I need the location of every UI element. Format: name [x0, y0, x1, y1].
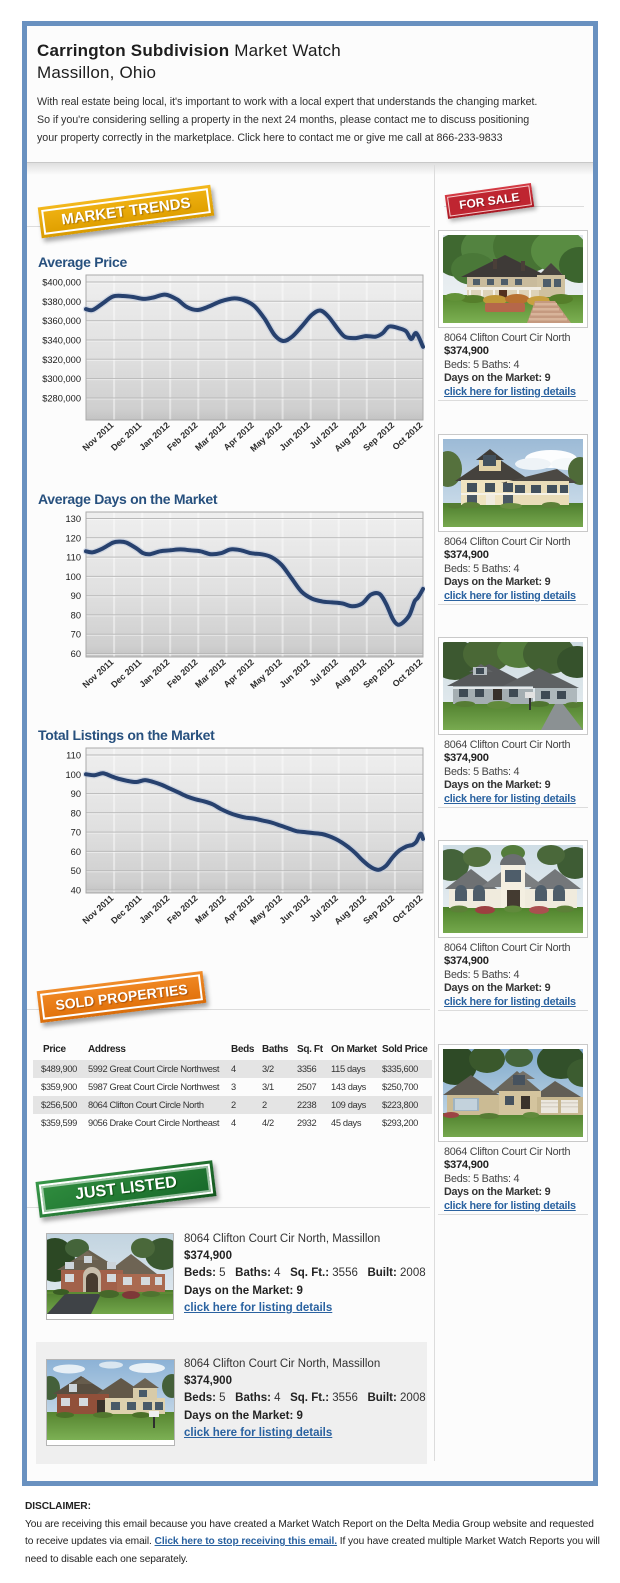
- svg-text:120: 120: [65, 533, 81, 543]
- svg-text:$380,000: $380,000: [42, 297, 81, 307]
- svg-text:Mar 2012: Mar 2012: [193, 420, 228, 453]
- svg-text:Mar 2012: Mar 2012: [193, 657, 228, 690]
- svg-text:Dec 2011: Dec 2011: [109, 420, 144, 453]
- svg-text:60: 60: [71, 847, 81, 857]
- svg-text:80: 80: [71, 808, 81, 818]
- svg-text:50: 50: [71, 866, 81, 876]
- svg-text:60: 60: [71, 649, 81, 659]
- svg-text:$360,000: $360,000: [42, 316, 81, 326]
- svg-text:$320,000: $320,000: [42, 355, 81, 365]
- svg-text:110: 110: [66, 751, 81, 761]
- svg-text:80: 80: [71, 610, 81, 620]
- svg-text:70: 70: [71, 828, 81, 838]
- svg-text:Jun 2012: Jun 2012: [277, 420, 312, 453]
- svg-text:Dec 2011: Dec 2011: [109, 893, 144, 926]
- svg-text:Jun 2012: Jun 2012: [277, 657, 312, 690]
- svg-text:Oct 2012: Oct 2012: [390, 420, 424, 452]
- svg-text:Jun 2012: Jun 2012: [277, 893, 312, 926]
- svg-text:90: 90: [71, 789, 81, 799]
- svg-text:Oct 2012: Oct 2012: [390, 893, 424, 925]
- svg-text:130: 130: [65, 514, 81, 524]
- svg-text:Sep 2012: Sep 2012: [361, 420, 396, 453]
- svg-text:100: 100: [65, 572, 81, 582]
- svg-text:Mar 2012: Mar 2012: [193, 893, 228, 926]
- svg-text:100: 100: [65, 770, 81, 780]
- svg-text:Sep 2012: Sep 2012: [361, 657, 396, 690]
- svg-text:90: 90: [71, 591, 81, 601]
- svg-text:Oct 2012: Oct 2012: [390, 657, 424, 689]
- svg-text:$280,000: $280,000: [42, 394, 81, 404]
- svg-text:$400,000: $400,000: [42, 278, 81, 288]
- svg-text:40: 40: [71, 886, 81, 896]
- svg-text:110: 110: [66, 553, 81, 563]
- svg-text:Dec 2011: Dec 2011: [109, 657, 144, 690]
- svg-text:$340,000: $340,000: [42, 336, 81, 346]
- svg-text:$300,000: $300,000: [42, 374, 81, 384]
- svg-text:70: 70: [71, 630, 81, 640]
- svg-text:Sep 2012: Sep 2012: [361, 893, 396, 926]
